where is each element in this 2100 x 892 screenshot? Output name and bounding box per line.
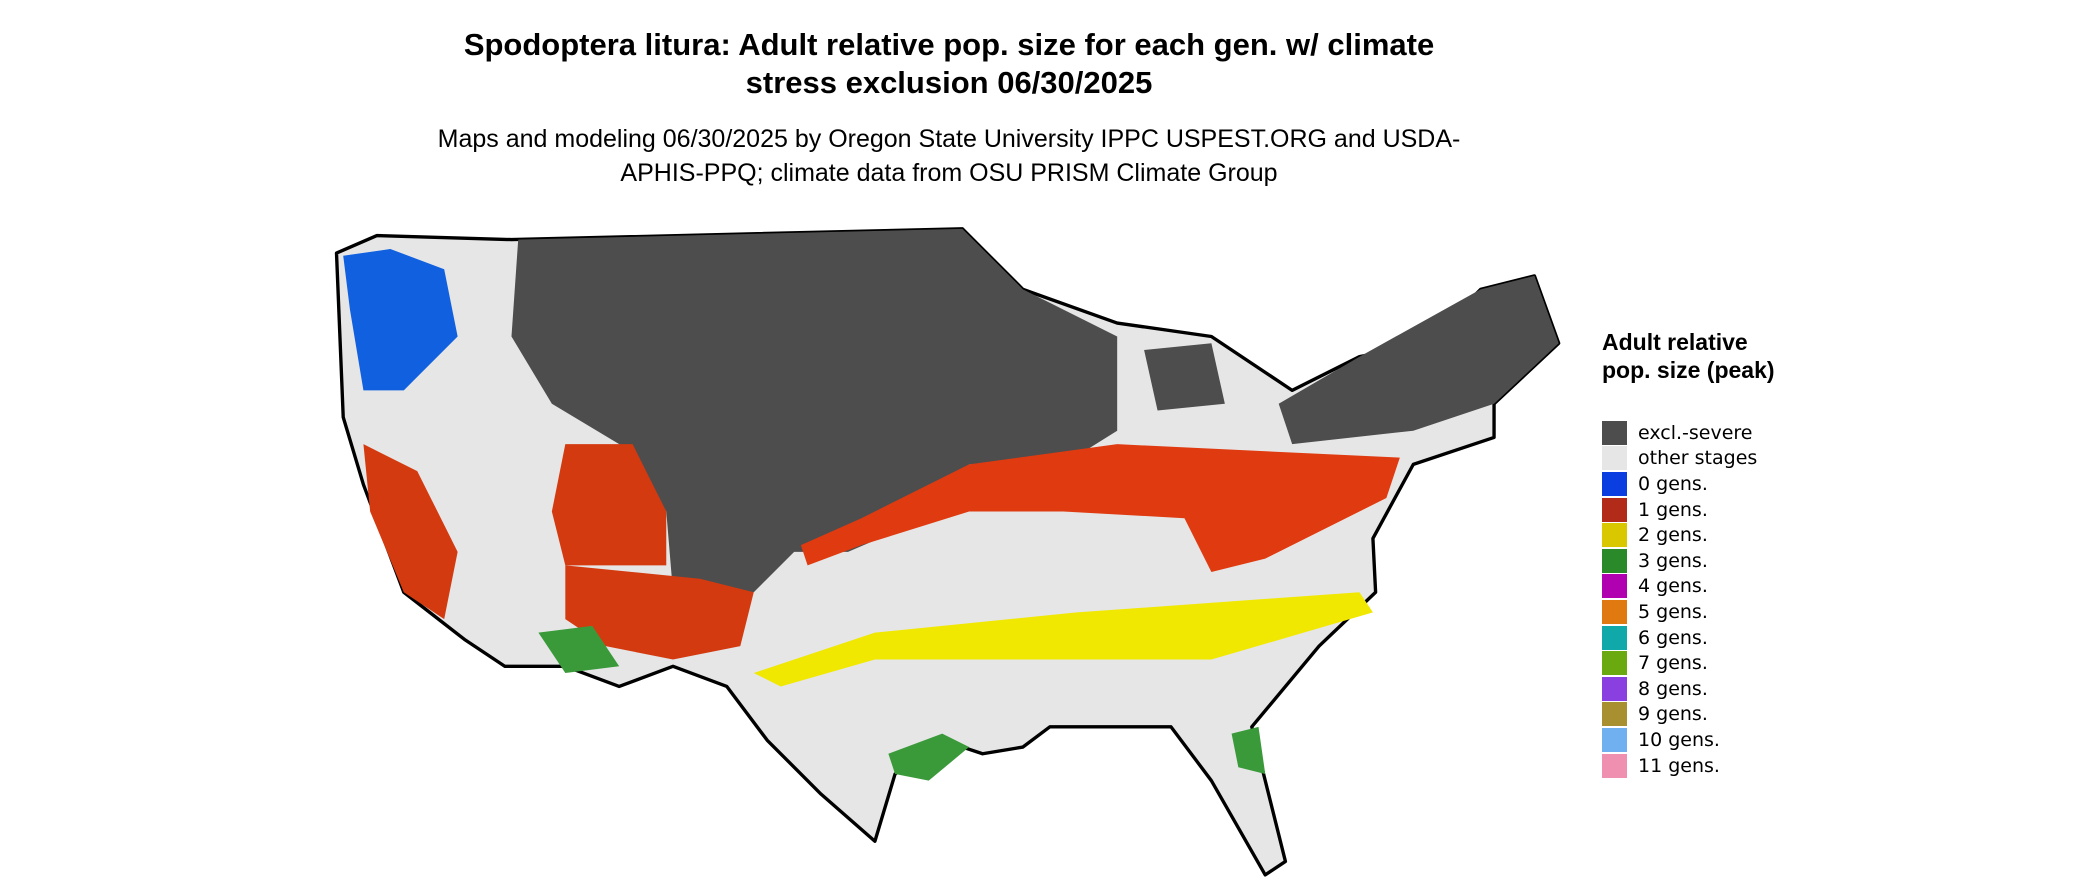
legend-swatch [1602, 523, 1627, 548]
legend-label: 8 gens. [1638, 677, 1708, 700]
legend-swatch [1602, 446, 1627, 471]
legend-swatch [1602, 625, 1627, 650]
legend-item: 9 gens. [1602, 702, 1757, 728]
legend-swatch [1602, 471, 1627, 496]
legend-swatch [1602, 420, 1627, 445]
legend-swatch [1602, 574, 1627, 599]
legend-item: 8 gens. [1602, 676, 1757, 702]
legend-item: 2 gens. [1602, 522, 1757, 548]
legend-swatch [1602, 497, 1627, 522]
legend-item: 7 gens. [1602, 650, 1757, 676]
legend-swatch [1602, 599, 1627, 624]
two-gen-region [753, 592, 1373, 687]
legend-item: 0 gens. [1602, 471, 1757, 497]
legend-item: 10 gens. [1602, 727, 1757, 753]
legend-title: Adult relative pop. size (peak) [1602, 329, 1775, 383]
one-gen-region [551, 444, 667, 566]
one-gen-region [565, 565, 754, 660]
legend-label: excl.-severe [1638, 421, 1753, 444]
legend-item: 4 gens. [1602, 574, 1757, 600]
legend-label: 4 gens. [1638, 575, 1708, 598]
title: Spodoptera litura: Adult relative pop. s… [463, 27, 1435, 100]
subtitle: Maps and modeling 06/30/2025 by Oregon S… [437, 125, 1461, 187]
one-gen-region [800, 444, 1400, 573]
legend-item: excl.-severe [1602, 420, 1757, 446]
legend-swatch [1602, 548, 1627, 573]
zero-gen-region [343, 249, 458, 391]
three-gen-region [1231, 726, 1266, 774]
legend-label: 1 gens. [1638, 498, 1708, 521]
legend-item: 3 gens. [1602, 548, 1757, 574]
legend-label: 5 gens. [1638, 600, 1708, 623]
legend-label: 0 gens. [1638, 472, 1708, 495]
legend-swatch [1602, 676, 1627, 701]
legend-swatch [1602, 702, 1627, 727]
legend-item: 6 gens. [1602, 625, 1757, 651]
legend-swatch [1602, 727, 1627, 752]
legend-item: 5 gens. [1602, 599, 1757, 625]
excluded-region [511, 228, 1118, 593]
three-gen-region [888, 733, 970, 781]
legend-item: other stages [1602, 446, 1757, 472]
one-gen-region [363, 444, 458, 620]
legend-item: 11 gens. [1602, 753, 1757, 779]
legend-swatch [1602, 651, 1627, 676]
legend-label: 2 gens. [1638, 524, 1708, 547]
legend: excl.-severe other stages 0 gens. 1 gens. 2 … [1602, 420, 1757, 778]
legend-label: 3 gens. [1638, 549, 1708, 572]
three-gen-region [538, 625, 620, 673]
legend-label: other stages [1638, 447, 1758, 470]
excluded-region [1144, 343, 1225, 411]
legend-item: 1 gens. [1602, 497, 1757, 523]
legend-label: 7 gens. [1638, 652, 1708, 675]
legend-label: 9 gens. [1638, 703, 1708, 726]
legend-label: 10 gens. [1638, 728, 1720, 751]
legend-swatch [1602, 753, 1627, 778]
legend-label: 6 gens. [1638, 626, 1708, 649]
excluded-region [1278, 275, 1559, 445]
legend-label: 11 gens. [1638, 754, 1720, 777]
